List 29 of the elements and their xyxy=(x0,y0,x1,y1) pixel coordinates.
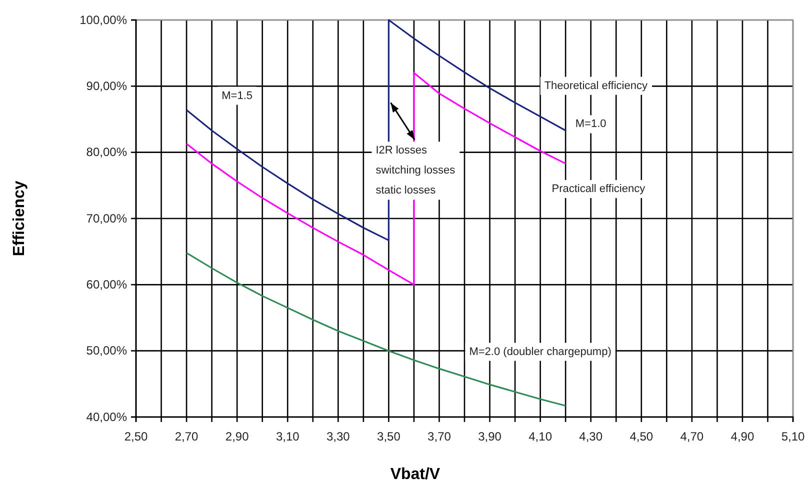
x-tick-label: 4,10 xyxy=(528,430,552,444)
x-tick-label: 2,70 xyxy=(174,430,199,444)
annotation: I2R losses switching losses static losses xyxy=(376,144,456,197)
x-tick-label: 2,90 xyxy=(225,430,250,444)
y-tick-label: 100,00% xyxy=(80,12,128,27)
text: Practicall efficiency xyxy=(552,183,646,196)
annotation: M=1.5 xyxy=(222,90,253,102)
x-tick-label: 4,30 xyxy=(579,430,603,444)
x-tick-label: 3,50 xyxy=(377,430,401,444)
x-tick-label: 3,10 xyxy=(276,430,300,444)
annotation: M=1.0 xyxy=(575,118,606,130)
x-tick-label: 3,70 xyxy=(428,430,452,444)
x-tick-label: 4,90 xyxy=(730,430,754,444)
y-tick-label: 60,00% xyxy=(86,278,128,292)
x-tick-label: 2,50 xyxy=(124,430,148,444)
x-tick-label: 5,10 xyxy=(781,430,805,444)
y-tick-label: 90,00% xyxy=(86,79,128,94)
x-tick-label: 4,70 xyxy=(680,430,704,444)
text: Theoretical efficiency xyxy=(544,80,648,92)
y-tick-label: 50,00% xyxy=(86,344,128,358)
x-axis-title: Vbat/V xyxy=(390,466,440,483)
x-tick-label: 3,90 xyxy=(478,430,502,444)
series-label: M=2.0 (doubler chargepump) xyxy=(469,346,612,358)
y-axis-title: Efficiency xyxy=(11,180,28,256)
x-tick-label: 4,50 xyxy=(630,430,654,444)
y-tick-label: 40,00% xyxy=(86,410,128,424)
x-tick-label: 3,30 xyxy=(326,430,350,444)
y-tick-label: 70,00% xyxy=(86,211,128,226)
y-tick-label: 80,00% xyxy=(86,145,128,160)
